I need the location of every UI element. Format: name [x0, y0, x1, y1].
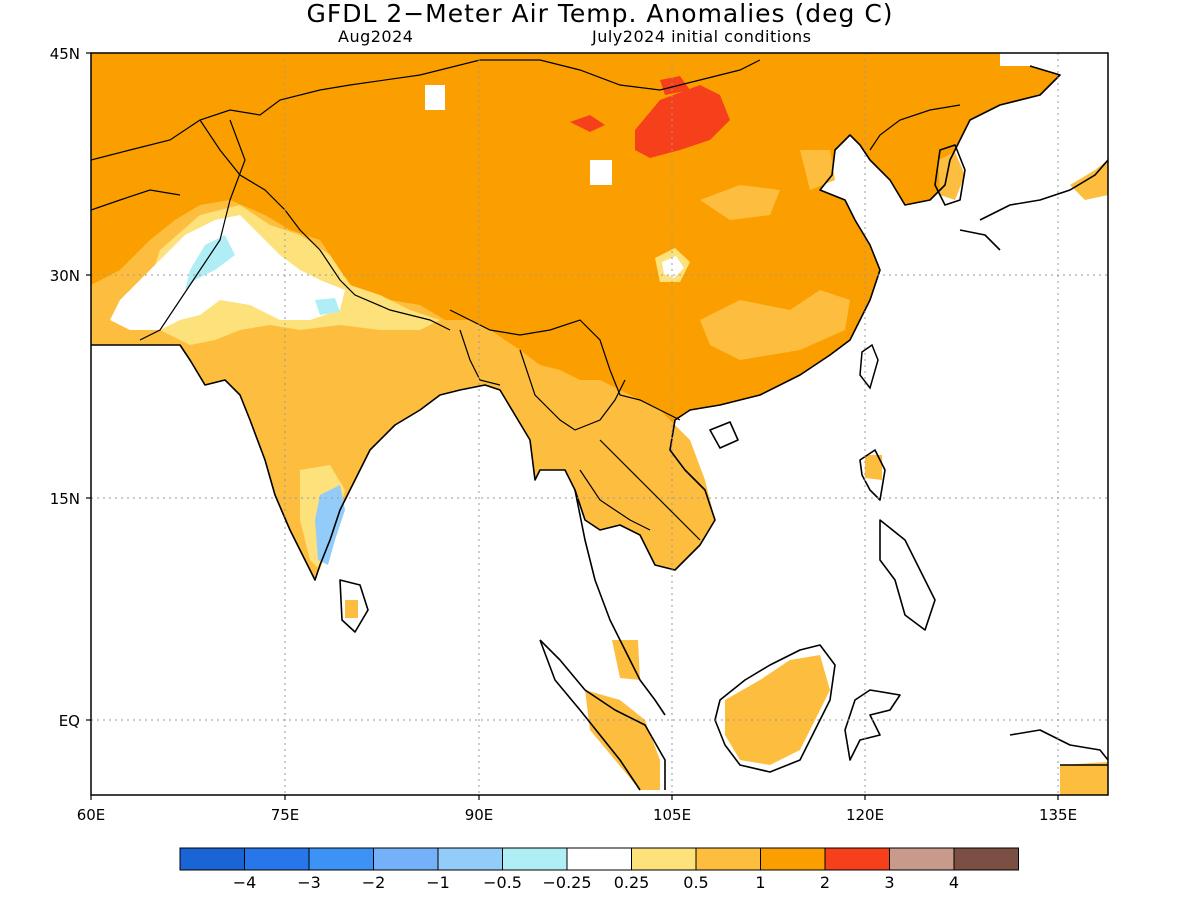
anomaly-region-light-orange-4: [800, 150, 835, 190]
anomaly-region-light-orange-3: [700, 290, 850, 360]
map-title: GFDL 2−Meter Air Temp. Anomalies (deg C): [306, 0, 894, 28]
lon-label-105e: 105E: [653, 806, 691, 824]
lat-label-eq: EQ: [59, 712, 80, 730]
lon-label-90e: 90E: [465, 806, 494, 824]
colorbar-label: 2: [820, 873, 830, 892]
map-area: [91, 53, 1108, 795]
colorbar-swatch: [824, 847, 890, 871]
anomaly-region-red: [635, 85, 730, 158]
borneo-anomaly: [725, 655, 830, 765]
anomaly-region-light-orange-2: [700, 185, 780, 220]
colorbar-swatch: [437, 847, 503, 871]
new-guinea-anomaly: [1060, 762, 1108, 795]
lon-label-75e: 75E: [271, 806, 300, 824]
colorbar-label: −2: [362, 873, 386, 892]
malaya-anomaly: [612, 640, 640, 680]
colorbar-swatch: [308, 847, 374, 871]
colorbar-label: −0.5: [483, 873, 522, 892]
coastlines: [91, 65, 1108, 791]
sri-lanka-anomaly: [345, 600, 358, 618]
colorbar-swatch: [373, 847, 439, 871]
anomaly-region-light-blue-3: [315, 485, 345, 565]
colorbar-label: 0.25: [614, 873, 650, 892]
colorbar-label: −1: [426, 873, 450, 892]
colorbar-swatch: [695, 847, 761, 871]
sumatra-anomaly: [585, 690, 660, 790]
axis-ticks: [86, 52, 1059, 800]
colorbar-swatch: [244, 847, 310, 871]
lon-label-120e: 120E: [846, 806, 884, 824]
colorbar-label: 0.5: [683, 873, 708, 892]
philippines-anomaly: [865, 455, 882, 480]
colorbar-swatch: [953, 847, 1019, 871]
lat-label-30n: 30N: [50, 267, 80, 285]
colorbar-label: −3: [297, 873, 321, 892]
colorbar-label: 3: [884, 873, 894, 892]
colorbar-label: −0.25: [542, 873, 591, 892]
colorbar-swatch: [760, 847, 826, 871]
colorbar-label: 4: [949, 873, 959, 892]
map-frame: [90, 52, 1109, 796]
valid-month-label: Aug2024: [338, 27, 414, 46]
anomaly-region-neutral: [110, 215, 345, 330]
anomaly-region-red-2: [570, 115, 605, 132]
colorbar-label: 1: [755, 873, 765, 892]
colorbar: −4 −3 −2 −1 −0.5 −0.25 0.25 0.5 1 2 3 4: [179, 847, 1019, 892]
japan-korea-anomaly: [938, 152, 965, 200]
anomaly-region-neutral-4: [590, 160, 612, 185]
anomaly-region-neutral-2: [662, 256, 684, 278]
grid-lines: [91, 53, 1108, 795]
colorbar-swatch: [889, 847, 955, 871]
colorbar-swatch: [502, 847, 568, 871]
colorbar-swatch: [631, 847, 697, 871]
lat-label-15n: 15N: [50, 490, 80, 508]
country-borders: [91, 59, 961, 541]
lon-label-135e: 135E: [1039, 806, 1077, 824]
anomaly-region-red-3: [660, 76, 690, 95]
initial-conditions-label: July2024 initial conditions: [592, 27, 812, 46]
anomaly-region-neutral-3: [425, 85, 445, 110]
colorbar-label: −4: [233, 873, 257, 892]
anomaly-region-light-blue-2: [315, 298, 340, 315]
colorbar-swatch: [179, 847, 245, 871]
anomaly-region-light-blue: [185, 235, 235, 290]
lon-label-60e: 60E: [77, 806, 106, 824]
lat-label-45n: 45N: [50, 45, 80, 63]
colorbar-swatch: [566, 847, 632, 871]
